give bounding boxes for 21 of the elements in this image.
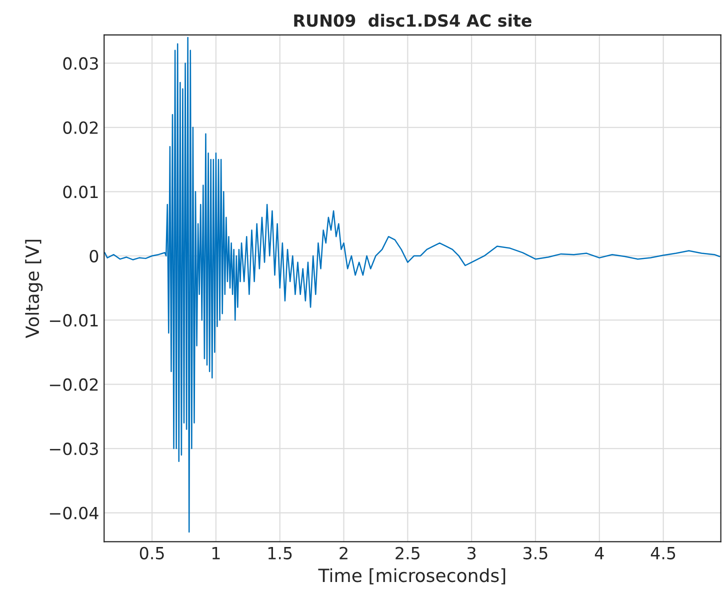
x-tick-label: 4.5 [650, 547, 676, 560]
x-tick-label: 1 [212, 547, 220, 560]
y-tick-label: 0.03 [63, 57, 98, 70]
x-axis-title: Time [microseconds] [318, 568, 506, 584]
y-tick-label: 0 [90, 250, 98, 262]
x-tick-label: 3.5 [524, 546, 548, 560]
y-tick-label: −0.04 [50, 506, 98, 520]
chart-title: RUN09 disc1.DS4 AC site [294, 14, 532, 27]
y-axis-title: Voltage [V] [25, 240, 43, 338]
line-series [104, 36, 720, 533]
y-tick-label: 0.02 [63, 121, 98, 134]
x-tick-label: 4 [594, 547, 604, 560]
y-tick-label: 0.01 [63, 186, 98, 198]
y-tick-label: −0.02 [50, 378, 98, 391]
x-tick-label: 1.5 [268, 547, 292, 560]
x-tick-label: 0.5 [140, 546, 164, 560]
y-tick-label: −0.01 [50, 314, 98, 327]
x-tick-label: 2 [340, 546, 348, 560]
x-tick-label: 2.5 [396, 546, 420, 560]
y-tick-label: −0.03 [50, 442, 98, 456]
x-tick-label: 3 [468, 546, 476, 560]
